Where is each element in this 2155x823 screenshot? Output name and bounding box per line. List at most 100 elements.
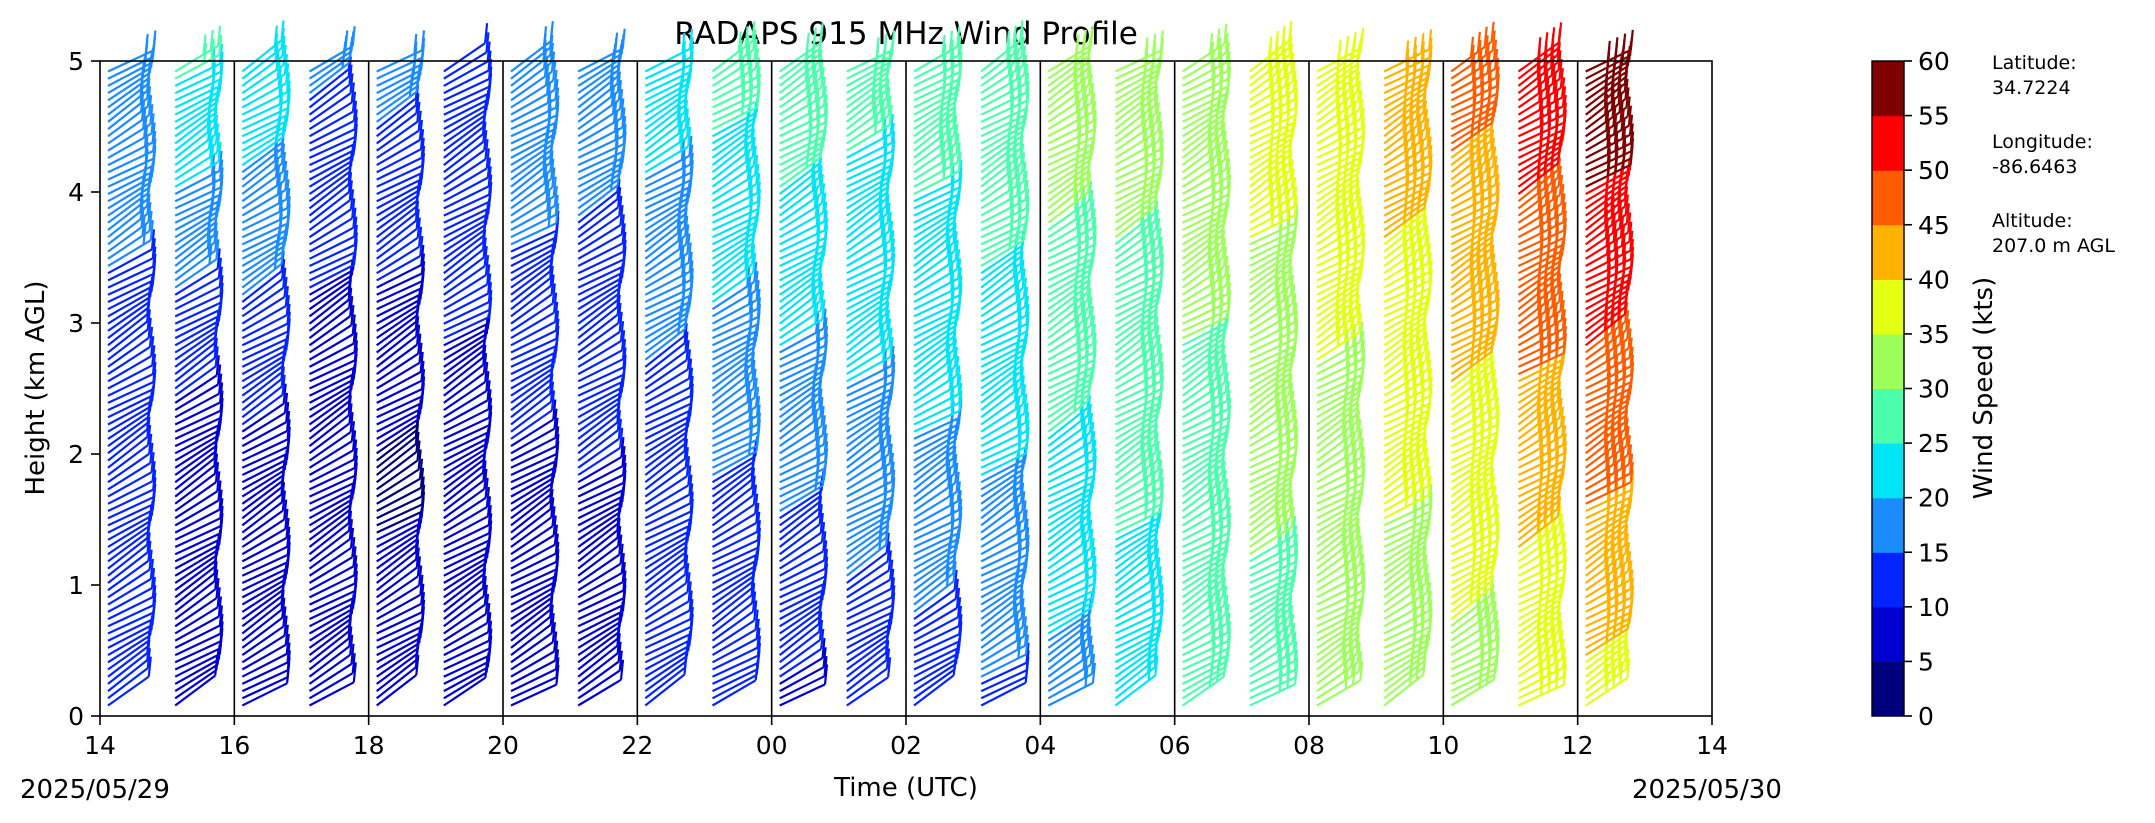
wind-barb-flag <box>622 454 627 476</box>
wind-barb-flag <box>1024 625 1029 646</box>
wind-barb-staff <box>443 140 485 174</box>
wind-barb-flag <box>352 546 357 567</box>
wind-barb-staff <box>174 508 221 534</box>
wind-barb-flag <box>482 575 487 597</box>
wind-barb-staff <box>107 373 154 397</box>
wind-barb-flag <box>1092 439 1097 461</box>
wind-barb-flag <box>1156 334 1161 355</box>
wind-barb-flag <box>351 198 356 219</box>
wind-barb-staff <box>577 330 621 361</box>
wind-barb-flag <box>956 26 961 47</box>
wind-barb-staff <box>644 350 687 383</box>
wind-barb-staff <box>107 525 150 556</box>
wind-barb-flag <box>419 574 424 595</box>
wind-barb-staff <box>174 434 220 462</box>
wind-barb-staff <box>443 349 485 383</box>
wind-barb-flag <box>681 32 686 53</box>
wind-barb-flag <box>555 318 560 339</box>
wind-barb-staff <box>376 653 418 685</box>
wind-barb-staff <box>510 337 557 361</box>
wind-barb-flag <box>483 245 488 267</box>
wind-barb-staff <box>309 467 356 491</box>
wind-barb-staff <box>644 524 691 548</box>
wind-barb-staff <box>376 544 417 577</box>
wind-barb-staff <box>107 320 148 354</box>
wind-barb-staff <box>308 324 353 354</box>
wind-barb-staff <box>376 327 417 361</box>
wind-barb-staff <box>577 644 619 678</box>
wind-barb-staff <box>712 668 758 693</box>
wind-barb-flag <box>889 559 894 580</box>
wind-barb-staff <box>644 342 686 375</box>
wind-barb-flag <box>1087 626 1092 647</box>
wind-barb-staff <box>107 257 154 282</box>
wind-barb-flag <box>751 582 756 604</box>
wind-barb-staff <box>174 597 218 628</box>
wind-barb-flag <box>1226 612 1231 633</box>
wind-barb-flag <box>1088 635 1093 656</box>
wind-barb-staff <box>711 581 754 613</box>
wind-barb-flag <box>887 211 892 232</box>
wind-barb-flag <box>822 308 827 329</box>
wind-barb-staff <box>577 678 622 707</box>
wind-barb-staff <box>577 282 622 311</box>
wind-barb-flag <box>1023 393 1028 414</box>
wind-barb-staff <box>241 295 286 325</box>
wind-barb-flag <box>420 30 426 51</box>
wind-barb-flag <box>753 261 758 282</box>
wind-barb-staff <box>711 486 753 520</box>
wind-barb-flag <box>1091 662 1096 684</box>
wind-barb-flag <box>147 656 152 677</box>
wind-barb-flag <box>348 64 353 85</box>
wind-barb-staff <box>241 365 284 397</box>
wind-barb-staff <box>510 264 552 296</box>
wind-barb-flag <box>349 296 354 317</box>
wind-barb-staff <box>376 194 420 224</box>
wind-barb-flag <box>737 31 742 52</box>
wind-barb-staff <box>174 632 221 657</box>
wind-barb-staff <box>107 675 150 707</box>
wind-barb-flag <box>214 123 220 144</box>
wind-barb-staff <box>107 405 152 433</box>
wind-barb-staff <box>174 554 218 584</box>
wind-barb-staff <box>308 400 350 433</box>
wind-barb-staff <box>577 446 621 476</box>
wind-barb-staff <box>443 488 486 520</box>
wind-barb-flag <box>1021 45 1027 66</box>
wind-barb-staff <box>107 307 149 339</box>
wind-barb-flag <box>1159 361 1164 382</box>
wind-barb-staff <box>443 567 486 599</box>
wind-barb-staff <box>510 311 555 340</box>
wind-barb-flag <box>622 347 627 368</box>
wind-barb-flag <box>1020 482 1025 503</box>
wind-barb-staff <box>510 508 552 541</box>
wind-barb-staff <box>174 409 221 433</box>
wind-barb-flag <box>950 278 955 300</box>
wind-barb-staff <box>376 228 418 260</box>
wind-barb-flag <box>889 220 894 242</box>
wind-barb-staff <box>644 600 690 628</box>
wind-barb-staff <box>308 176 350 210</box>
wind-barb-staff <box>107 388 154 412</box>
wind-barb-staff <box>577 258 625 282</box>
wind-barb-flag <box>283 276 288 298</box>
wind-barb-flag <box>482 353 488 374</box>
wind-barb-staff <box>174 301 222 325</box>
wind-barb-flag <box>555 87 560 108</box>
wind-barb-flag <box>688 251 693 272</box>
wind-barb-staff <box>443 98 489 123</box>
wind-barb-flag <box>688 135 693 157</box>
wind-barb-staff <box>779 594 825 621</box>
wind-barb-flag <box>823 540 828 561</box>
wind-barb-staff <box>107 394 154 419</box>
wind-barb-staff <box>846 652 887 685</box>
wind-barb-flag <box>415 93 420 114</box>
wind-barb-flag <box>888 443 893 464</box>
wind-barb-staff <box>577 437 620 469</box>
wind-barb-flag <box>1092 555 1097 576</box>
wind-barb-staff <box>846 587 892 613</box>
wind-barb-staff <box>376 320 417 354</box>
wind-barb-flag <box>1087 403 1092 425</box>
wind-barb-staff <box>309 243 356 267</box>
wind-barb-staff <box>376 611 423 635</box>
